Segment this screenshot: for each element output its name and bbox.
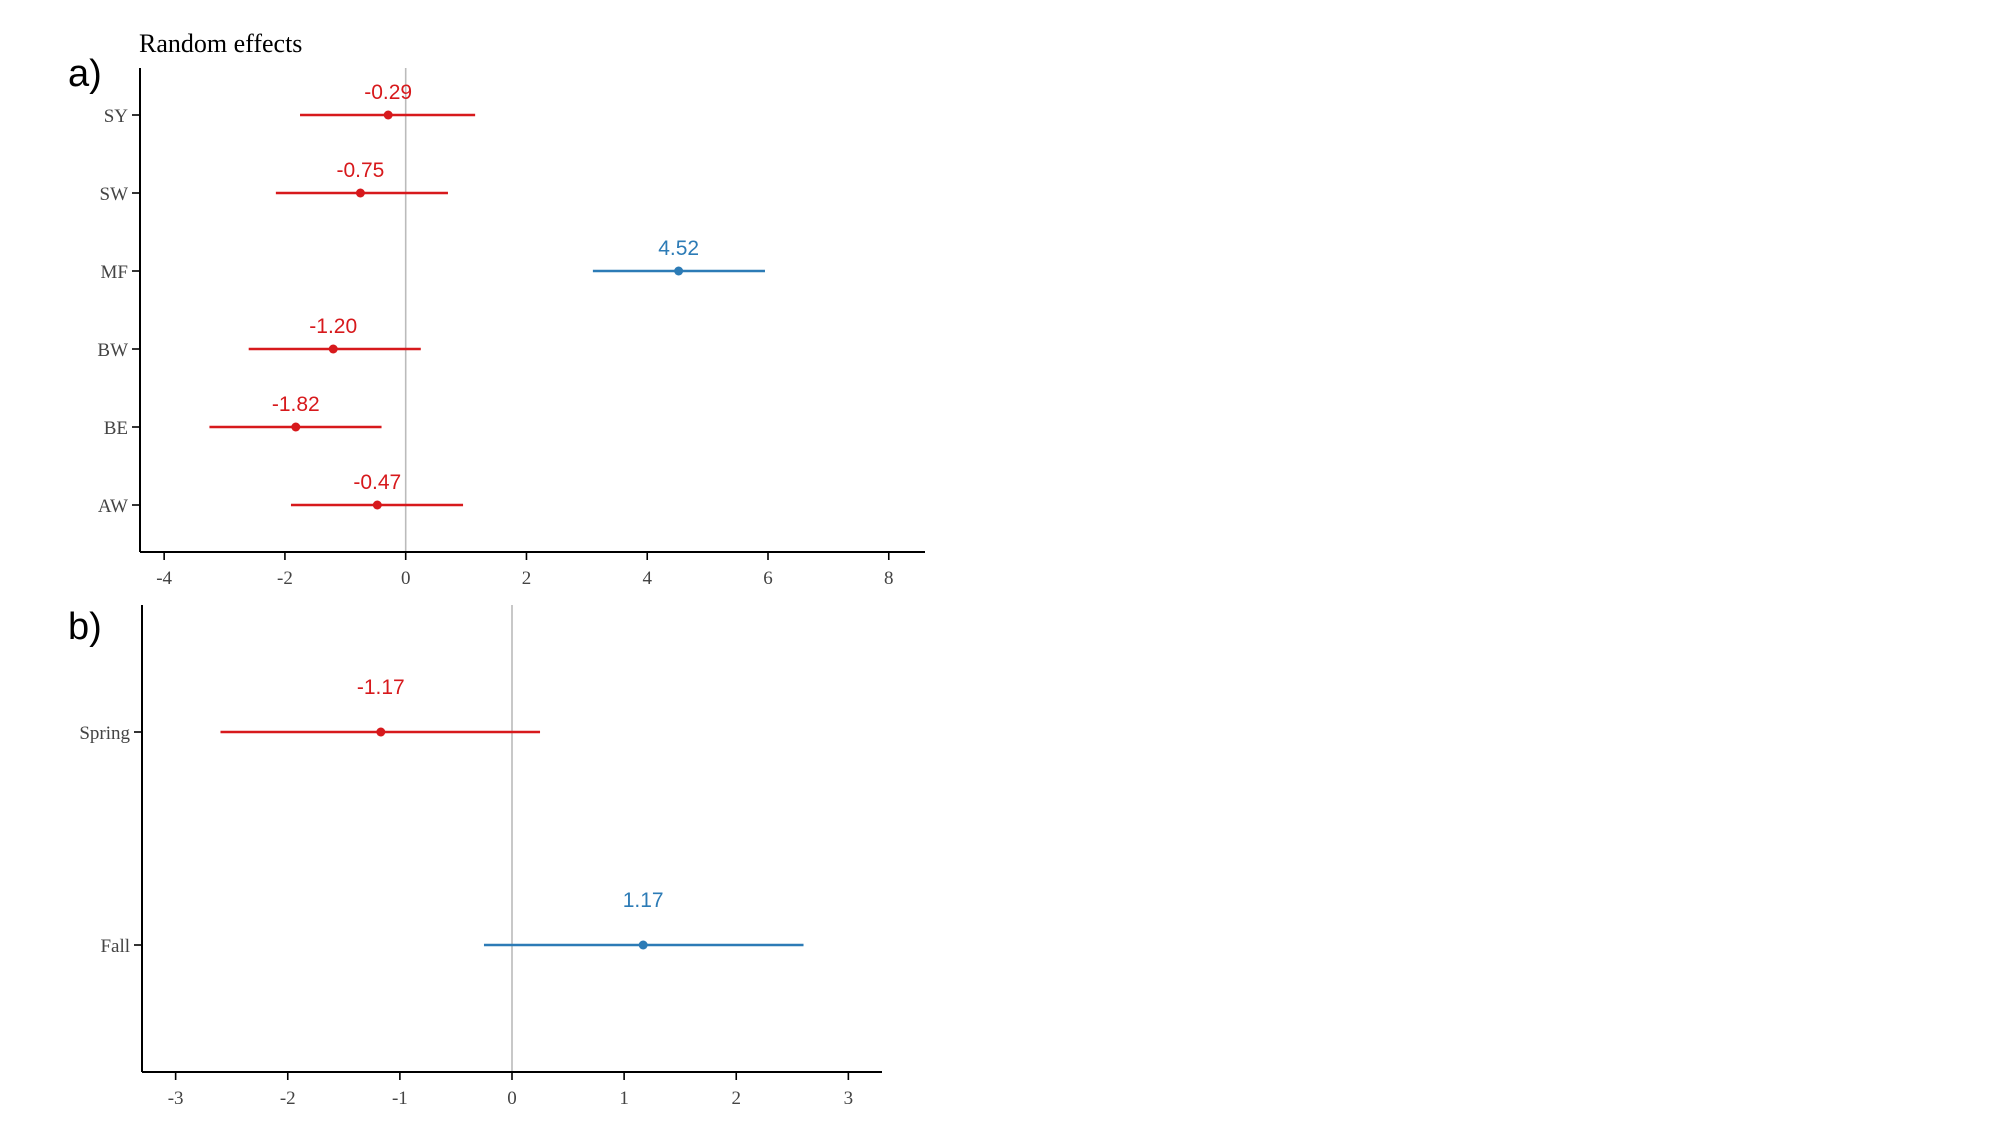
panel-b-label: b)	[68, 606, 102, 648]
estimate-value-label: -1.17	[357, 676, 405, 699]
panel-a-axes	[139, 68, 925, 553]
panel-a-marks: -0.47 -1.82 -1.20 4.52 -0.75 -0.29	[209, 81, 765, 510]
x-tick-label: 6	[763, 568, 773, 589]
estimate-point	[328, 344, 338, 354]
estimate-point	[638, 940, 648, 950]
panel-a-title: Random effects	[139, 29, 302, 58]
y-tick-label: BE	[104, 418, 128, 439]
estimate-point	[291, 422, 301, 432]
estimate-point	[383, 110, 393, 120]
x-tick-label: 4	[642, 568, 652, 589]
estimate-point	[372, 500, 382, 510]
x-tick-label: 0	[401, 568, 411, 589]
y-tick-label: SY	[104, 106, 129, 127]
x-tick-label: -3	[168, 1088, 184, 1109]
panel-b-ticks: -3 -2 -1 0 1 2 3 Fall Spring	[79, 723, 853, 1109]
x-tick-label: 2	[522, 568, 532, 589]
estimate-point	[674, 266, 684, 276]
panel-a-ticks: -4 -2 0 2 4 6 8 AW BE BW MF SW SY	[97, 106, 893, 589]
y-tick-label: BW	[97, 340, 128, 361]
x-tick-label: 1	[619, 1088, 629, 1109]
panel-a-label: a)	[68, 53, 102, 95]
y-tick-label: Fall	[100, 936, 130, 957]
estimate-value-label: -1.20	[309, 315, 357, 338]
x-tick-label: 0	[507, 1088, 517, 1109]
x-tick-label: -2	[277, 568, 293, 589]
x-tick-label: -4	[156, 568, 172, 589]
x-tick-label: -2	[280, 1088, 296, 1109]
estimate-value-label: 4.52	[658, 237, 699, 260]
estimate-value-label: -0.29	[364, 81, 412, 104]
y-tick-label: MF	[101, 262, 128, 283]
estimate-value-label: -1.82	[272, 393, 320, 416]
estimate-point	[355, 188, 365, 198]
panel-b-marks: 1.17 -1.17	[220, 676, 804, 950]
y-tick-label: SW	[100, 184, 129, 205]
panel-b: b) -3 -2 -1 0 1 2 3 Fall Spring 1.17 -1.17	[68, 605, 882, 1109]
x-tick-label: 8	[884, 568, 894, 589]
estimate-value-label: 1.17	[623, 889, 664, 912]
estimate-value-label: -0.47	[353, 471, 401, 494]
estimate-point	[376, 727, 386, 737]
x-tick-label: 3	[844, 1088, 854, 1109]
y-tick-label: Spring	[79, 723, 130, 744]
estimate-value-label: -0.75	[336, 159, 384, 182]
x-tick-label: -1	[392, 1088, 408, 1109]
panel-a: a) Random effects -4 -2 0 2 4 6 8AWBEBWMFSWSY …	[68, 29, 925, 589]
y-tick-label: AW	[98, 496, 128, 517]
x-tick-label: 2	[731, 1088, 741, 1109]
